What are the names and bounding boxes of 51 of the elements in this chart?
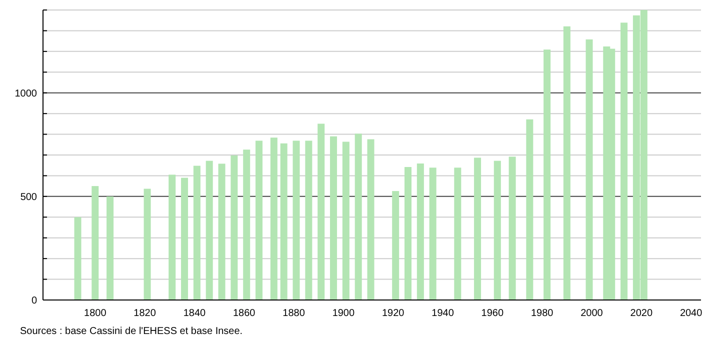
bar	[168, 174, 176, 300]
bar	[563, 26, 570, 300]
bar	[454, 168, 462, 300]
y-tick-label: 500	[20, 192, 38, 203]
source-note: Sources : base Cassini de l'EHESS et base Insee.	[20, 326, 243, 337]
x-tick-label: 1820	[134, 308, 156, 319]
bar	[367, 139, 374, 300]
bar	[586, 39, 593, 300]
bar	[256, 140, 263, 300]
bar	[508, 156, 516, 300]
bar	[330, 136, 338, 300]
bar	[342, 142, 350, 300]
bar	[243, 150, 250, 300]
bar	[270, 138, 278, 300]
bar	[292, 140, 300, 300]
x-tick-label: 2040	[680, 308, 703, 319]
bar	[494, 160, 501, 300]
x-tick-label: 2000	[580, 308, 604, 319]
y-tick-label: 0	[31, 296, 38, 306]
x-tick-label: 1800	[84, 308, 107, 319]
x-tick-label: 1880	[282, 308, 306, 319]
bar	[544, 50, 551, 300]
bar	[92, 186, 99, 300]
bar	[206, 160, 213, 300]
x-tick-label: 1960	[481, 308, 504, 319]
bar	[404, 167, 412, 300]
x-tick-label: 1840	[183, 308, 206, 319]
x-tick-label: 1900	[332, 308, 356, 319]
bar	[620, 22, 628, 300]
bar	[354, 134, 362, 300]
bar	[429, 168, 436, 300]
bar	[74, 217, 82, 300]
bar	[526, 119, 534, 300]
bar	[392, 191, 400, 300]
bar	[144, 188, 151, 300]
bar	[218, 164, 226, 300]
bar	[106, 196, 114, 300]
y-tick-label: 1000	[14, 88, 38, 100]
bar	[474, 158, 482, 300]
bar	[280, 143, 288, 300]
bar	[181, 178, 188, 300]
bar	[193, 166, 200, 300]
x-tick-label: 1940	[432, 308, 454, 319]
x-tick-label: 1920	[382, 308, 405, 319]
bar	[416, 163, 424, 300]
x-tick-label: 2020	[630, 308, 653, 319]
bar	[318, 124, 325, 300]
x-tick-label: 1860	[233, 308, 256, 319]
bar	[230, 155, 238, 300]
x-tick-label: 1980	[530, 308, 554, 319]
bar	[305, 140, 312, 300]
